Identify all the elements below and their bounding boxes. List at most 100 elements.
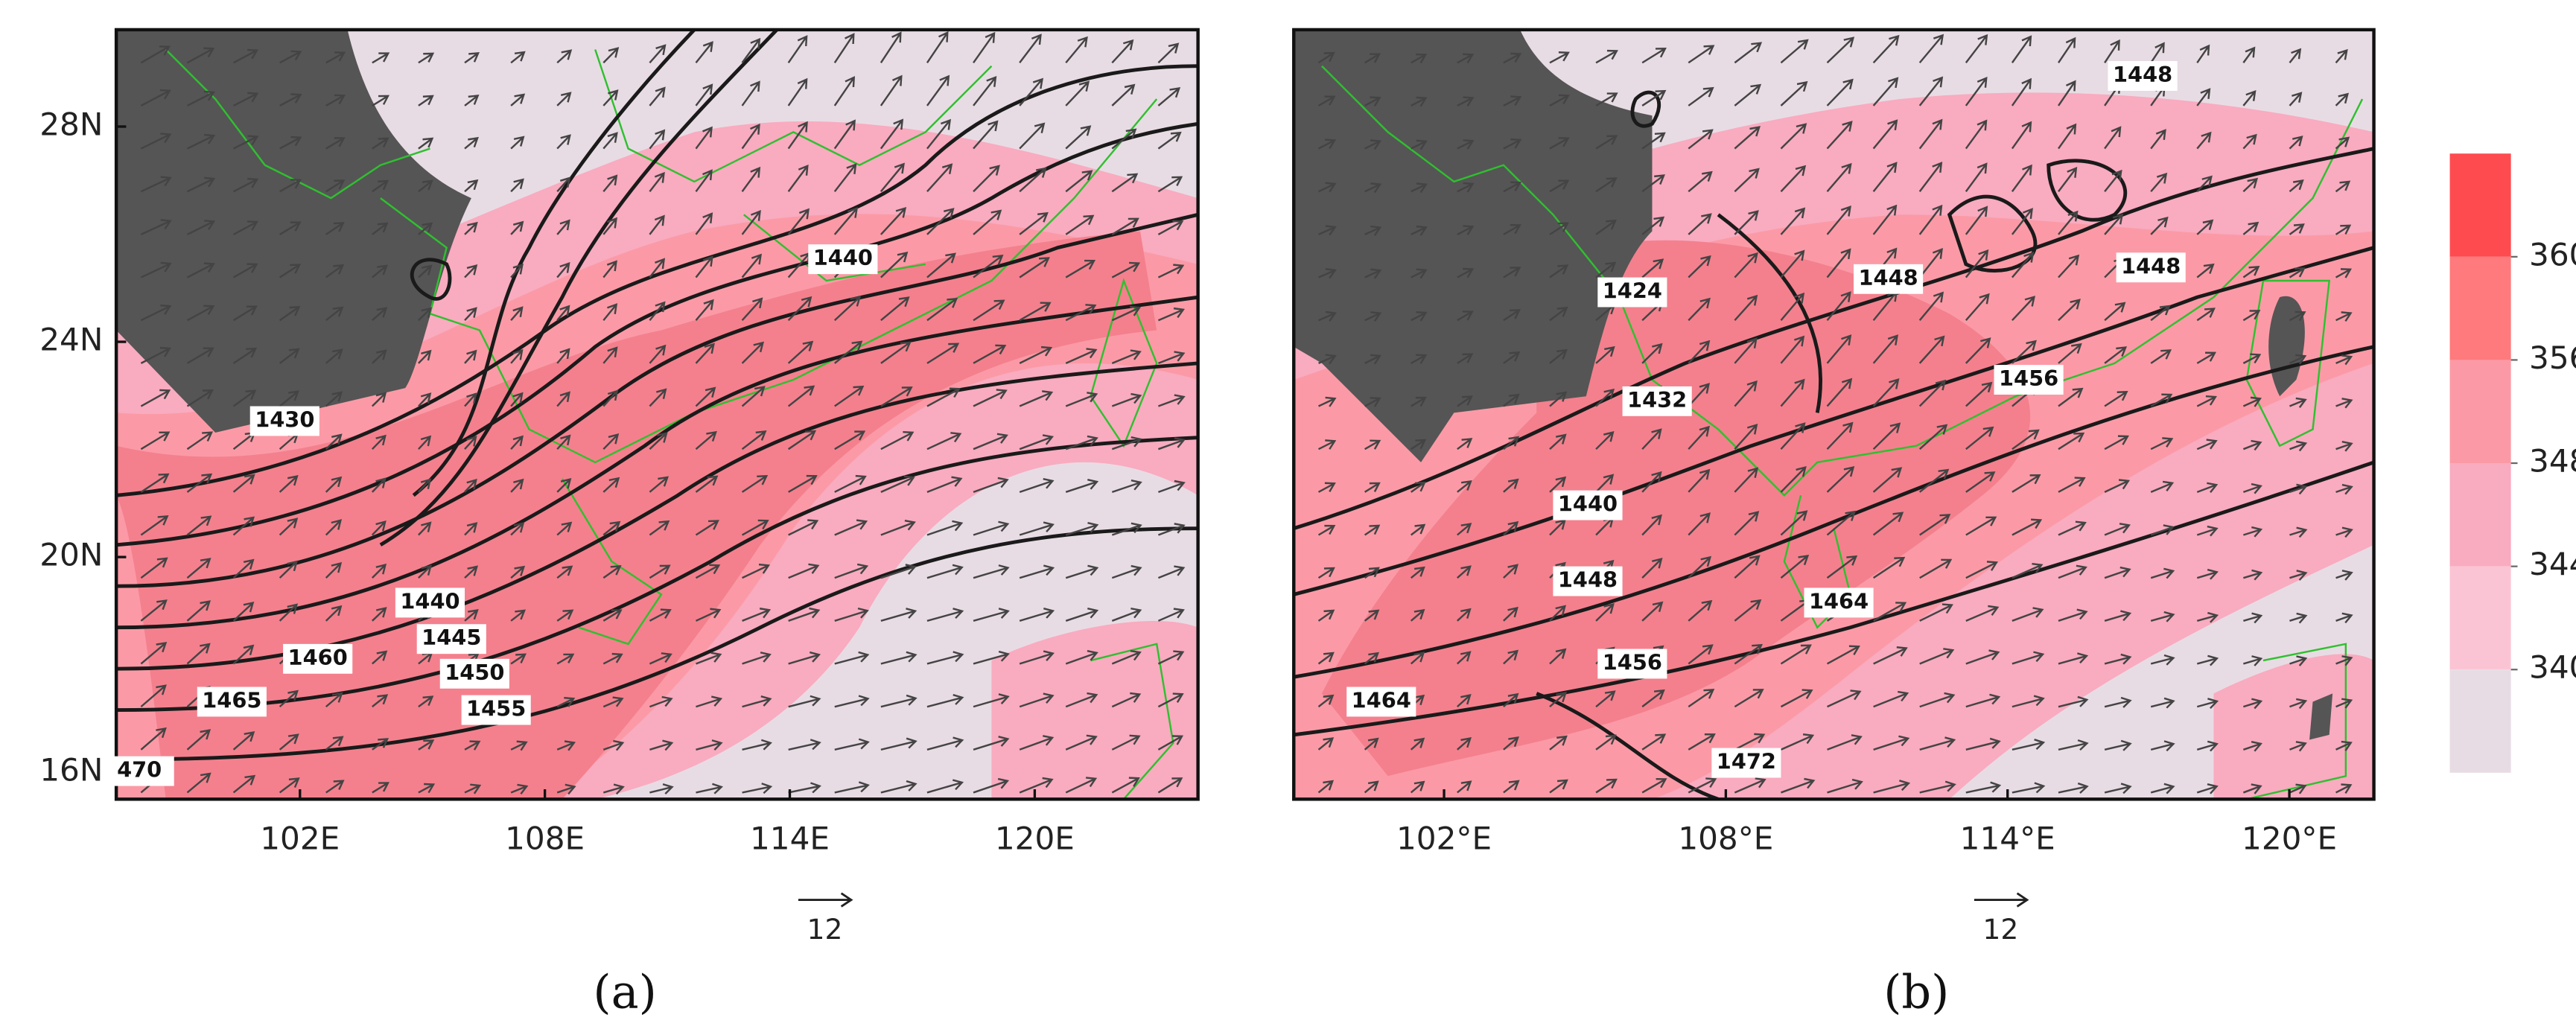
wind-arrow [510,136,525,150]
wind-arrow [926,608,964,622]
wind-arrow [140,642,168,665]
wind-arrow [2289,570,2308,581]
wind-arrow [1456,651,1472,665]
wind-arrow [418,564,432,579]
wind-arrow [1595,345,1615,364]
wind-arrow [233,177,259,193]
wind-arrow [372,607,387,622]
wind-arrow [186,389,214,407]
wind-arrow [926,651,964,665]
wind-arrow [464,478,477,493]
wind-arrow [2289,783,2307,794]
wind-arrow [1919,780,1956,794]
wind-arrow [1919,558,1953,579]
colorbar-tick-label: 356 [2529,340,2576,376]
wind-arrow [1111,777,1140,794]
wind-arrow [2289,92,2303,106]
wind-arrow [2196,698,2219,710]
wind-arrow [464,392,477,407]
contour-label: 1448 [1858,265,1918,290]
wind-arrow [1734,733,1766,751]
contour-label-box [461,695,531,725]
wind-arrow [1872,204,1898,235]
wind-arrow [2150,524,2175,536]
wind-arrow [418,435,432,450]
wind-arrow [1019,302,1052,322]
wind-arrow [1503,351,1521,364]
wind-arrow [418,695,434,708]
wind-arrow [649,739,674,751]
contour-label: 1455 [466,696,526,722]
wind-arrow [973,433,1008,450]
wind-arrow [649,214,665,235]
wind-arrow [510,306,524,322]
wind-arrow [1780,422,1806,450]
wind-arrow [1641,258,1664,278]
wind-arrow [140,219,172,236]
wind-arrow [1318,225,1337,236]
wind-arrow [1641,89,1667,106]
wind-arrow [186,305,215,322]
wind-arrow [1965,426,1994,450]
wind-arrow [1157,176,1183,193]
wind-arrow [1111,436,1142,450]
wind-arrow [1780,292,1805,322]
wind-arrow [1411,354,1428,364]
wind-arrow [279,93,302,107]
wind-arrow [649,520,670,536]
wind-arrow [1688,340,1711,364]
wind-arrow [649,344,667,364]
panel-caption: (a) [593,964,656,1019]
x-tick-label: 120°E [2242,820,2337,856]
wind-arrow [2335,783,2353,794]
wind-arrow [2058,299,2081,322]
wind-arrow [1872,34,1900,64]
wind-arrow [649,44,667,64]
wind-arrow [1457,523,1472,536]
wind-arrow [1965,516,1997,536]
wind-arrow [418,521,432,536]
wind-arrow [1780,80,1808,106]
wind-arrow [1157,777,1183,794]
wind-arrow [973,693,1010,708]
wind-arrow [787,208,810,235]
wind-arrow [787,385,815,407]
wind-arrow [880,564,917,579]
wind-arrow [1872,556,1906,579]
wind-arrow [1111,217,1139,235]
wind-arrow [1780,165,1807,193]
wind-arrow [1641,514,1662,536]
wind-arrow [880,74,903,106]
wind-arrow [1780,554,1810,579]
wind-arrow [1019,521,1055,536]
wind-arrow [1826,36,1855,64]
wind-arrow [1503,181,1522,193]
wind-arrow [2243,655,2263,666]
wind-arrow [880,296,910,322]
wind-arrow [418,307,432,322]
contour-label: 1472 [1717,749,1776,774]
wind-arrow [325,179,346,193]
wind-arrow [1919,603,1953,622]
wind-arrow [464,608,479,622]
wind-arrow [833,33,855,63]
wind-arrow [1065,564,1099,579]
wind-arrow [1641,558,1663,579]
wind-arrow [973,520,1010,536]
wind-arrow [1317,482,1336,493]
wind-arrow [325,391,343,407]
wind-arrow [1595,261,1617,278]
wind-arrow [787,430,817,450]
wind-arrow [880,780,917,794]
wind-arrow [1157,608,1185,622]
wind-arrow [1688,512,1711,536]
contour-label-box [1994,365,2064,395]
wind-arrow [1919,514,1951,536]
wind-arrow [741,166,761,192]
wind-arrow [926,387,961,407]
wind-arrow [325,780,345,794]
wind-arrow [1780,466,1807,493]
wind-arrow [1111,305,1142,322]
wind-arrow [279,475,299,493]
wind-arrow [742,563,771,579]
